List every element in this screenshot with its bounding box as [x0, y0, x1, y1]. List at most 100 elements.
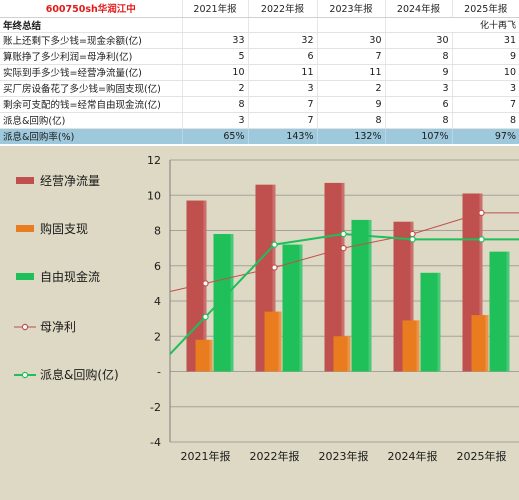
- row-value: 3: [247, 80, 317, 97]
- year-header: 2024年报: [384, 0, 452, 18]
- y-tick-label: 10: [147, 189, 161, 202]
- empty-cell: [247, 17, 317, 33]
- bar-自由现金流: [282, 244, 303, 372]
- row-label: 剩余可支配的钱=经常自由现金流(亿): [0, 96, 182, 113]
- ratio-value: 97%: [451, 128, 519, 144]
- section-label: 年终总结: [0, 17, 182, 33]
- bar-highlight: [272, 184, 276, 372]
- point-母净利: [409, 230, 416, 238]
- row-value: 8: [181, 96, 248, 113]
- y-tick-label: 6: [154, 260, 161, 273]
- ratio-value: 132%: [316, 128, 385, 144]
- row-value: 7: [451, 96, 519, 113]
- bar-highlight: [230, 234, 234, 372]
- table-row: 实际到手多少钱=经营净流量(亿) 10 11 11 9 10: [0, 64, 519, 81]
- bar-highlight: [437, 272, 441, 372]
- row-value: 8: [384, 48, 452, 65]
- table-row: 算账挣了多少利润=母净利(亿) 5 6 7 8 9: [0, 48, 519, 65]
- row-value: 2: [316, 80, 385, 97]
- year-header: 2025年报: [451, 0, 519, 18]
- bar-自由现金流: [420, 272, 441, 372]
- table-row: 剩余可支配的钱=经常自由现金流(亿) 8 7 9 6 7: [0, 96, 519, 113]
- ratio-value: 65%: [181, 128, 248, 144]
- row-value: 30: [384, 32, 452, 49]
- row-value: 10: [181, 64, 248, 81]
- legend-marker: [21, 371, 29, 379]
- row-value: 10: [451, 64, 519, 81]
- row-value: 8: [384, 112, 452, 129]
- row-label: 账上还剩下多少钱=现金余额(亿): [0, 32, 182, 49]
- point-母净利: [478, 209, 485, 217]
- x-tick-label: 2024年报: [388, 449, 438, 463]
- row-label: 买厂房设备花了多少钱=购固支现(亿): [0, 80, 182, 97]
- y-tick-label: 4: [154, 295, 161, 308]
- row-value: 5: [181, 48, 248, 65]
- row-value: 3: [451, 80, 519, 97]
- legend-label: 自由现金流: [40, 269, 100, 284]
- legend-label: 经营净流量: [40, 174, 100, 188]
- row-value: 32: [247, 32, 317, 49]
- section-row: 年终总结 化十再飞: [0, 17, 519, 33]
- point-派息&回购(亿): [478, 236, 485, 243]
- table-header-row: 600750sh华润江中 2021年报 2022年报 2023年报 2024年报 2025…: [0, 0, 519, 18]
- bar-购固支现: [264, 311, 282, 372]
- row-value: 7: [247, 112, 317, 129]
- row-value: 9: [316, 96, 385, 113]
- legend-label: 母净利: [40, 320, 76, 334]
- point-派息&回购(亿): [340, 230, 347, 238]
- bar-自由现金流: [213, 234, 234, 372]
- point-派息&回购(亿): [409, 236, 416, 243]
- bar-highlight: [479, 193, 483, 372]
- financial-summary-table: 600750sh华润江中 2021年报 2022年报 2023年报 2024年报 2025…: [0, 0, 519, 144]
- legend-label: 派息&回购(亿): [40, 367, 119, 382]
- point-母净利: [340, 244, 347, 252]
- row-value: 30: [316, 32, 385, 49]
- year-header: 2023年报: [316, 0, 385, 18]
- empty-cell: [384, 17, 452, 33]
- bar-highlight: [368, 219, 372, 372]
- bar-经营净流量: [186, 200, 207, 372]
- bar-highlight: [341, 182, 345, 372]
- stock-title: 600750sh华润江中: [0, 0, 182, 18]
- legend-swatch: [16, 273, 34, 280]
- bar-highlight: [278, 311, 282, 372]
- table-row: 买厂房设备花了多少钱=购固支现(亿) 2 3 2 3 3: [0, 80, 519, 97]
- row-value: 3: [181, 112, 248, 129]
- bar-自由现金流: [351, 219, 372, 372]
- table-row: 账上还剩下多少钱=现金余额(亿) 33 32 30 30 31: [0, 32, 519, 49]
- bar-highlight: [410, 221, 414, 372]
- bar-highlight: [209, 339, 213, 372]
- row-value: 7: [247, 96, 317, 113]
- row-value: 11: [316, 64, 385, 81]
- ratio-label: 派息&回购率(%): [0, 128, 182, 144]
- row-value: 2: [181, 80, 248, 97]
- legend-label: 购固支现: [40, 221, 88, 236]
- year-header: 2021年报: [181, 0, 248, 18]
- y-tick-label: -2: [150, 401, 161, 414]
- bar-highlight: [347, 336, 351, 372]
- ratio-value: 107%: [384, 128, 452, 144]
- row-value: 31: [451, 32, 519, 49]
- row-value: 6: [247, 48, 317, 65]
- y-tick-label: 8: [154, 225, 161, 238]
- legend-swatch: [16, 177, 34, 184]
- x-tick-label: 2025年报: [457, 449, 507, 463]
- row-value: 9: [384, 64, 452, 81]
- row-label: 实际到手多少钱=经营净流量(亿): [0, 64, 182, 81]
- y-tick-label: 2: [154, 330, 161, 343]
- year-header: 2022年报: [247, 0, 317, 18]
- bar-购固支现: [195, 339, 213, 372]
- y-tick-label: -: [157, 366, 161, 379]
- empty-cell: [181, 17, 248, 33]
- bar-highlight: [506, 251, 510, 372]
- bar-highlight: [485, 315, 489, 372]
- bar-购固支现: [471, 315, 489, 372]
- point-母净利: [271, 264, 278, 271]
- row-value: 8: [451, 112, 519, 129]
- y-tick-label: 12: [147, 154, 161, 167]
- editor-label: 化十再飞: [452, 17, 519, 33]
- table-row: 派息&回购(亿) 3 7 8 8 8: [0, 112, 519, 129]
- row-value: 7: [316, 48, 385, 65]
- row-label: 派息&回购(亿): [0, 112, 182, 129]
